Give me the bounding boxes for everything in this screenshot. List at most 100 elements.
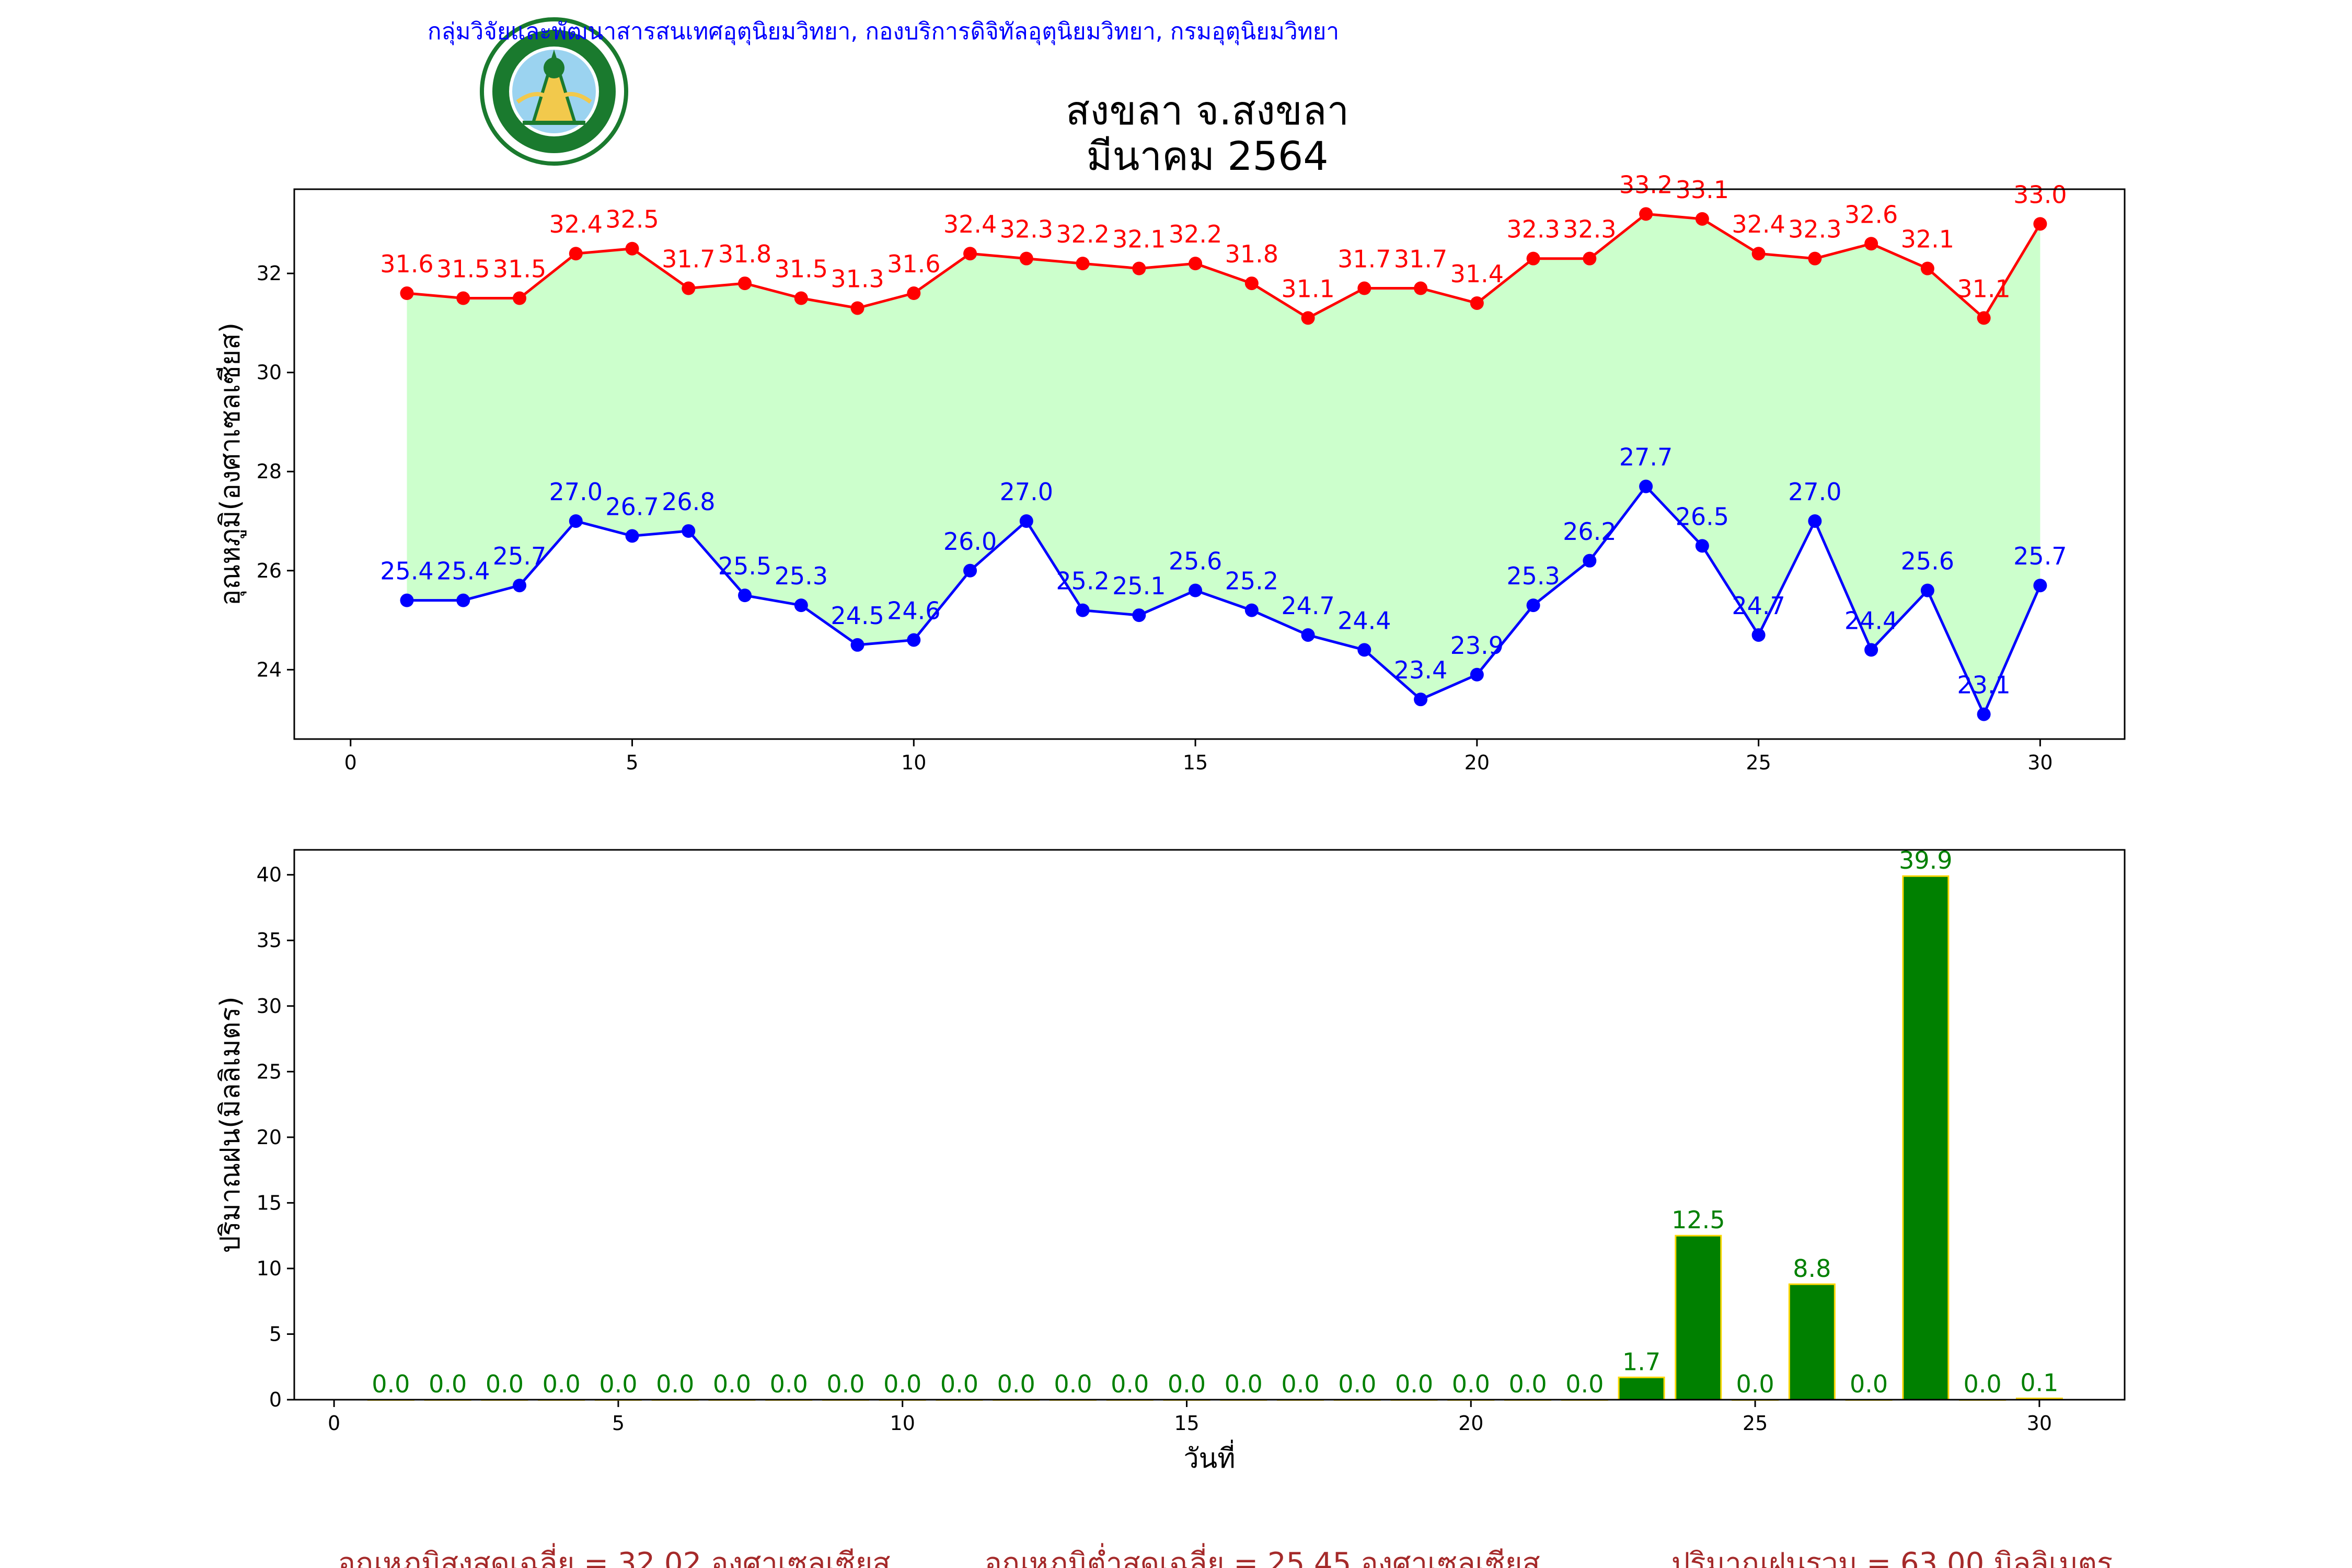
max-temp-label: 32.5 (605, 205, 659, 234)
min-temp-point (1695, 539, 1709, 553)
rain-y-tick-label: 5 (269, 1322, 282, 1345)
rain-bar-label: 8.8 (1793, 1254, 1831, 1283)
max-temp-point (1526, 251, 1540, 266)
max-temp-label: 32.2 (1056, 220, 1109, 248)
min-temp-label: 25.5 (718, 552, 771, 580)
max-temp-label: 32.3 (1000, 215, 1053, 244)
temp-y-tick-label: 30 (257, 361, 282, 384)
min-temp-label: 26.0 (943, 527, 997, 556)
rain-x-tick-label: 30 (2027, 1412, 2052, 1435)
rain-bar-label: 0.0 (770, 1370, 808, 1398)
max-temp-label: 33.2 (1619, 170, 1673, 199)
temp-y-tick-label: 32 (257, 262, 282, 285)
min-temp-point (1583, 554, 1597, 568)
max-temp-point (963, 247, 977, 261)
temp-range-fill (407, 214, 2040, 714)
max-temp-point (907, 286, 921, 301)
chart-title-month: มีนาคม 2564 (1086, 133, 1328, 179)
min-temp-label: 25.4 (436, 557, 490, 585)
max-temp-label: 31.8 (718, 240, 771, 268)
min-temp-point (907, 633, 921, 647)
max-temp-point (1808, 251, 1822, 266)
max-temp-label: 32.3 (1563, 215, 1616, 244)
max-temp-label: 32.3 (1788, 215, 1841, 244)
min-temp-point (1639, 479, 1653, 493)
min-temp-point (569, 514, 583, 528)
min-temp-label: 23.1 (1957, 671, 2010, 699)
max-temp-label: 31.5 (493, 255, 546, 283)
temp-x-tick-label: 15 (1183, 751, 1208, 774)
rain-bar-label: 0.0 (826, 1370, 864, 1398)
rain-x-tick-label: 5 (612, 1412, 625, 1435)
rain-bar-label: 0.0 (372, 1370, 410, 1398)
min-temp-point (1751, 628, 1766, 642)
max-temp-point (1189, 257, 1203, 271)
max-temp-label: 31.6 (380, 250, 433, 278)
max-temp-point (1583, 251, 1597, 266)
max-temp-point (1639, 207, 1653, 221)
min-temp-point (1414, 693, 1428, 707)
max-temp-point (513, 291, 527, 305)
rain-bar-label: 0.0 (543, 1370, 581, 1398)
temp-x-tick-label: 5 (626, 751, 638, 774)
rain-bar-label: 0.0 (1964, 1370, 2002, 1398)
min-temp-label: 25.2 (1056, 567, 1109, 595)
max-temp-label: 33.0 (2013, 180, 2067, 209)
min-temp-label: 26.8 (662, 488, 715, 516)
rain-bar-label: 0.0 (599, 1370, 637, 1398)
min-temp-label: 26.7 (605, 492, 659, 521)
min-temp-label: 24.4 (1338, 606, 1391, 635)
temp-plot-frame (293, 188, 2126, 740)
rain-bar-label: 1.7 (1622, 1347, 1661, 1376)
max-temp-label: 31.5 (436, 255, 490, 283)
max-temp-label: 31.1 (1281, 274, 1334, 303)
rain-bar (1675, 1235, 1722, 1401)
min-temp-label: 24.7 (1732, 592, 1785, 620)
rain-bar-label: 0.0 (656, 1370, 694, 1398)
min-temp-label: 25.3 (775, 562, 828, 590)
rain-x-tick-label: 20 (1458, 1412, 1483, 1435)
rain-bar-label: 12.5 (1671, 1206, 1725, 1234)
rain-y-tick-label: 30 (257, 995, 282, 1018)
max-temp-point (1751, 247, 1766, 261)
rain-bar-label: 0.0 (1565, 1370, 1604, 1398)
rain-bar-label: 0.0 (1281, 1370, 1319, 1398)
min-temp-label: 24.6 (887, 596, 940, 625)
max-temp-label: 31.1 (1957, 274, 2010, 303)
min-temp-point (1920, 583, 1934, 597)
min-temp-label: 23.4 (1394, 656, 1447, 684)
footer-rain-total: ปริมาณฝนรวม = 63.00 มิลลิเมตร (1671, 1547, 2113, 1568)
min-temp-point (1977, 707, 1991, 721)
min-temp-label: 24.4 (1844, 606, 1898, 635)
max-temp-point (1470, 296, 1484, 310)
min-temp-point (963, 563, 977, 578)
min-temp-point (794, 598, 808, 613)
min-temp-point (1808, 514, 1822, 528)
min-temp-point (1470, 667, 1484, 682)
min-temp-label: 25.3 (1506, 562, 1560, 590)
rain-x-tick-label: 25 (1743, 1412, 1768, 1435)
max-temp-point (1244, 276, 1259, 291)
rain-bar-label: 0.0 (997, 1370, 1035, 1398)
rain-y-tick-label: 10 (257, 1257, 282, 1280)
rain-y-tick-label: 0 (269, 1388, 282, 1411)
rain-bar-label: 0.1 (2020, 1368, 2058, 1397)
rain-bar-label: 39.9 (1899, 846, 1952, 874)
min-temp-label: 25.6 (1169, 547, 1222, 575)
rain-bar-label: 0.0 (940, 1370, 978, 1398)
max-temp-label: 31.7 (1338, 245, 1391, 273)
max-temp-point (850, 301, 864, 315)
min-temp-point (2033, 579, 2047, 593)
min-temp-label: 26.5 (1676, 502, 1729, 531)
rain-plot-frame (293, 849, 2126, 1401)
max-temp-point (2033, 217, 2047, 231)
min-temp-label: 24.5 (831, 602, 884, 630)
max-temp-label: 32.2 (1169, 220, 1222, 248)
min-temp-point (456, 593, 470, 607)
footer-min-avg: อุณหภูมิต่ำสุดเฉลี่ย = 25.45 องศาเซลเซีย… (984, 1543, 1540, 1568)
max-temp-point (569, 247, 583, 261)
min-temp-label: 25.7 (493, 542, 546, 570)
min-temp-label: 27.0 (1000, 478, 1053, 506)
max-temp-point (1864, 237, 1878, 251)
